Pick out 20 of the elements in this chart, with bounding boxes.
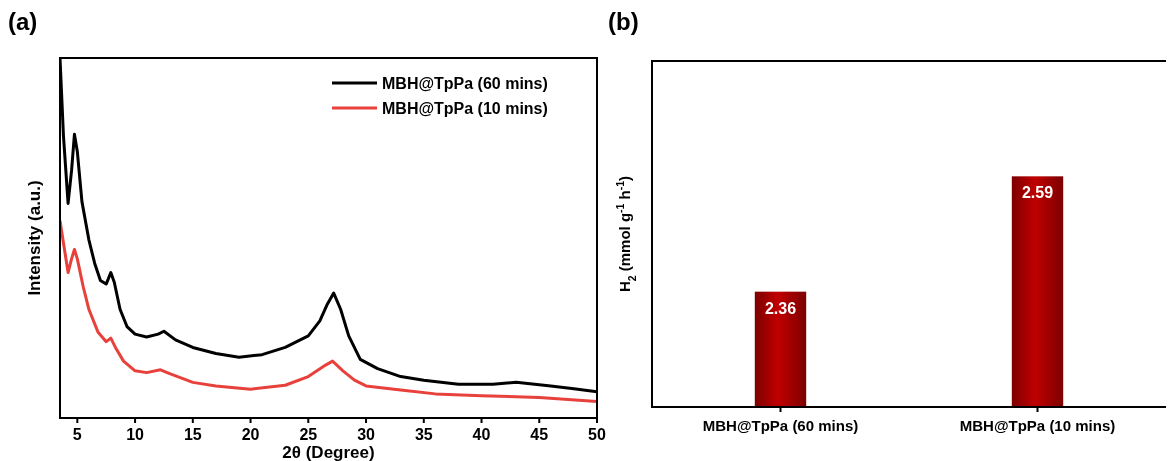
x-tick-label: 5 (72, 426, 82, 443)
x-tick-label: 10 (126, 426, 145, 443)
x-tick-label: 15 (183, 426, 202, 443)
chart-title: (a) (8, 8, 38, 35)
x-axis-title: 2θ (Degree) (282, 443, 375, 461)
legend-label: MBH@TpPa (10 mins) (382, 100, 548, 117)
y-axis-title: Intensity (a.u.) (25, 180, 44, 296)
x-tick-label: 45 (530, 426, 549, 443)
x-tick-label: 35 (414, 426, 433, 443)
x-tick-label: MBH@TpPa (60 mins) (702, 417, 859, 434)
x-tick-label: 25 (299, 426, 318, 443)
chart-title: (b) (608, 8, 639, 35)
data-label: 2.59 (1021, 184, 1054, 202)
data-label: 2.36 (764, 299, 797, 317)
x-tick-label: 20 (241, 426, 260, 443)
x-tick-label: 30 (357, 426, 376, 443)
x-tick-label: MBH@TpPa (10 mins) (959, 417, 1116, 434)
x-tick-label: 40 (472, 426, 491, 443)
x-tick-label: 50 (588, 426, 606, 443)
legend-label: MBH@TpPa (60 mins) (382, 75, 548, 92)
